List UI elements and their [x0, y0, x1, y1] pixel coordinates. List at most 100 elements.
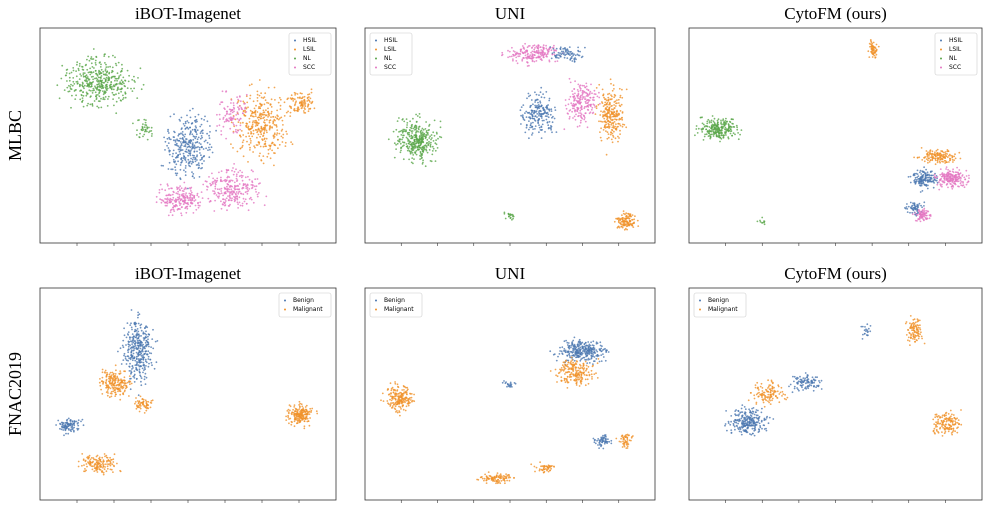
point	[166, 183, 169, 186]
point	[573, 107, 575, 110]
point	[184, 122, 187, 125]
point	[632, 226, 635, 229]
point	[551, 52, 554, 55]
point	[71, 423, 74, 426]
point	[918, 216, 921, 218]
point	[124, 357, 127, 360]
point	[599, 114, 602, 116]
point	[399, 151, 402, 154]
point	[633, 221, 635, 224]
point	[397, 135, 399, 138]
point	[201, 197, 204, 200]
point	[257, 141, 260, 143]
point	[123, 352, 126, 355]
point	[251, 121, 254, 124]
point	[110, 390, 113, 393]
point	[64, 429, 67, 432]
point	[90, 72, 93, 74]
point	[225, 137, 228, 140]
point	[194, 129, 197, 131]
point	[612, 136, 615, 138]
point	[920, 214, 923, 217]
point	[83, 464, 85, 466]
point	[114, 62, 117, 65]
point	[415, 138, 418, 141]
point	[196, 194, 199, 197]
point	[875, 53, 878, 56]
point	[154, 340, 157, 343]
point	[186, 114, 188, 117]
point	[400, 134, 403, 136]
point	[233, 163, 236, 165]
point	[727, 127, 730, 130]
point	[177, 154, 180, 157]
point	[94, 91, 97, 94]
point	[220, 133, 223, 136]
point	[732, 125, 735, 128]
point	[292, 100, 295, 102]
point	[189, 153, 191, 155]
point	[917, 175, 920, 178]
point	[621, 223, 624, 226]
point	[195, 133, 198, 136]
point	[587, 89, 590, 91]
point	[538, 105, 540, 108]
point	[74, 98, 77, 100]
point	[77, 421, 79, 424]
point	[606, 131, 609, 134]
point	[266, 155, 269, 158]
point	[261, 139, 264, 142]
point	[136, 328, 139, 330]
point	[195, 146, 198, 149]
point	[299, 102, 301, 104]
point	[137, 342, 140, 345]
point	[188, 145, 191, 148]
point	[220, 190, 223, 192]
point	[112, 98, 114, 100]
point	[236, 201, 239, 204]
point	[241, 204, 244, 207]
point	[242, 193, 245, 196]
point	[231, 193, 234, 196]
point	[530, 57, 533, 60]
point	[434, 149, 437, 152]
point	[702, 123, 705, 126]
point	[560, 53, 563, 56]
point	[611, 126, 614, 129]
point	[518, 55, 521, 57]
point	[119, 74, 122, 76]
point	[225, 192, 227, 195]
point	[968, 174, 970, 177]
point	[284, 141, 287, 144]
legend-marker	[294, 57, 296, 60]
point	[617, 135, 619, 138]
point	[696, 132, 699, 134]
point	[929, 170, 932, 173]
point	[634, 215, 636, 218]
point	[107, 79, 110, 82]
point	[182, 152, 185, 155]
point	[633, 218, 636, 221]
point	[184, 133, 187, 136]
point	[425, 148, 427, 151]
point	[531, 47, 533, 49]
point	[294, 101, 297, 104]
point	[428, 142, 430, 145]
point	[194, 137, 197, 140]
point	[720, 126, 723, 128]
point	[574, 109, 577, 112]
point	[133, 321, 136, 324]
point	[430, 141, 432, 144]
point	[226, 119, 229, 122]
point	[694, 134, 696, 137]
point	[535, 99, 537, 102]
legend-marker	[375, 66, 377, 69]
point	[577, 46, 579, 49]
point	[929, 151, 931, 153]
point	[138, 339, 141, 342]
point	[180, 161, 183, 164]
point	[517, 55, 520, 58]
point	[90, 56, 93, 58]
point	[263, 103, 266, 106]
point	[144, 372, 147, 375]
